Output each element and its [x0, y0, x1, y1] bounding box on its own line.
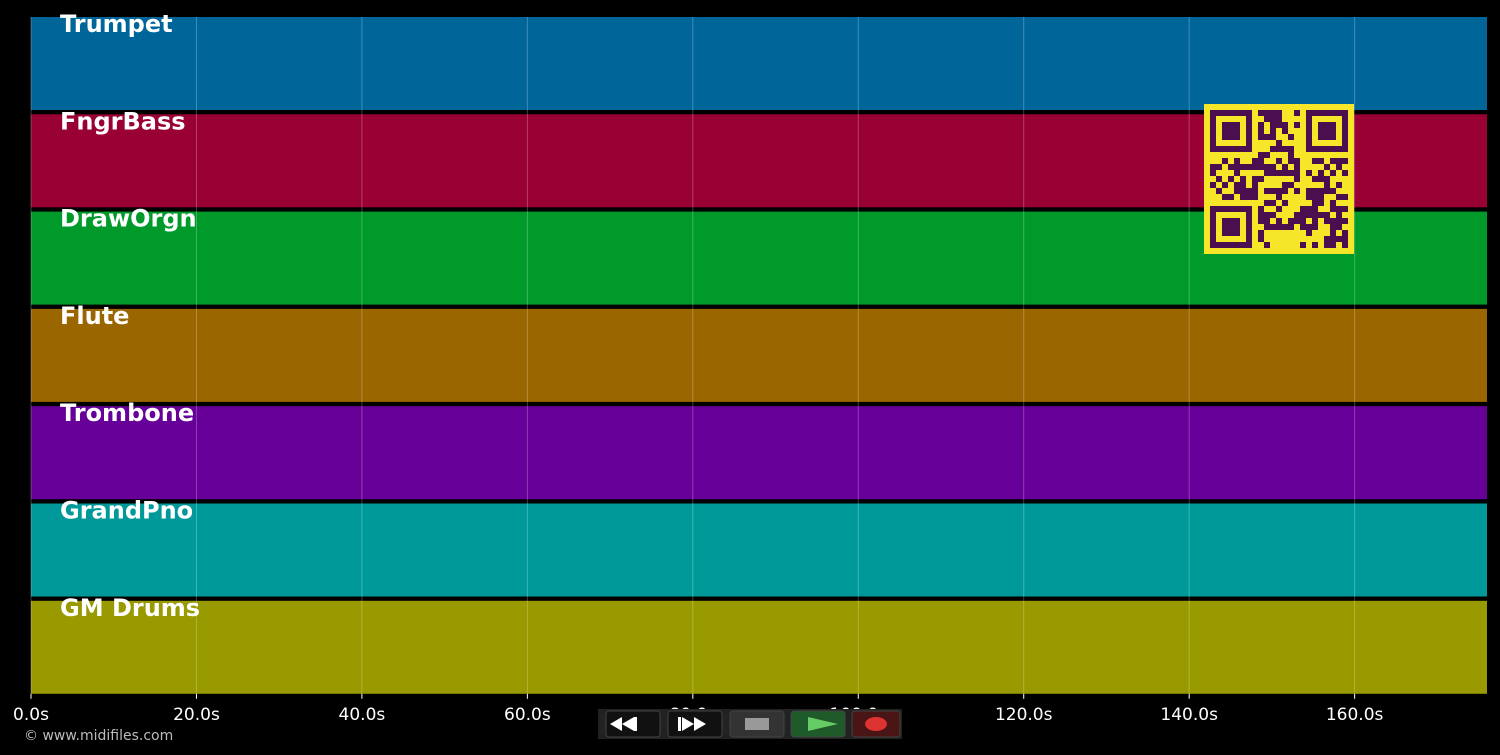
record-button[interactable]: [851, 710, 901, 738]
track-name: Trombone: [60, 399, 194, 427]
track-lane: [31, 308, 1487, 402]
x-tick-label: 160.0s: [1326, 705, 1384, 725]
x-tick-label: 20.0s: [173, 705, 220, 725]
track-lane: [31, 600, 1487, 694]
qr-code[interactable]: [1204, 104, 1354, 254]
play-button[interactable]: [790, 710, 846, 738]
playback-controls: [598, 709, 902, 739]
x-tick-label: 140.0s: [1160, 705, 1218, 725]
stop-button[interactable]: [729, 710, 785, 738]
track-lane: [31, 406, 1487, 500]
track-lane: [31, 503, 1487, 597]
x-tick-label: 60.0s: [504, 705, 551, 725]
x-tick-label: 120.0s: [995, 705, 1053, 725]
rewind-button[interactable]: [605, 710, 661, 738]
footer: © www.midifiles.com: [24, 728, 173, 744]
track-name: GrandPno: [60, 497, 193, 525]
x-tick-label: 40.0s: [339, 705, 386, 725]
track-name: FngrBass: [60, 107, 186, 135]
track-name: Trumpet: [60, 10, 173, 38]
track-lane: [31, 17, 1487, 110]
track-name: Flute: [60, 302, 129, 330]
forward-button[interactable]: [667, 710, 723, 738]
x-tick-label: 0.0s: [13, 705, 49, 725]
track-name: GM Drums: [60, 594, 200, 622]
track-name: DrawOrgn: [60, 205, 197, 233]
